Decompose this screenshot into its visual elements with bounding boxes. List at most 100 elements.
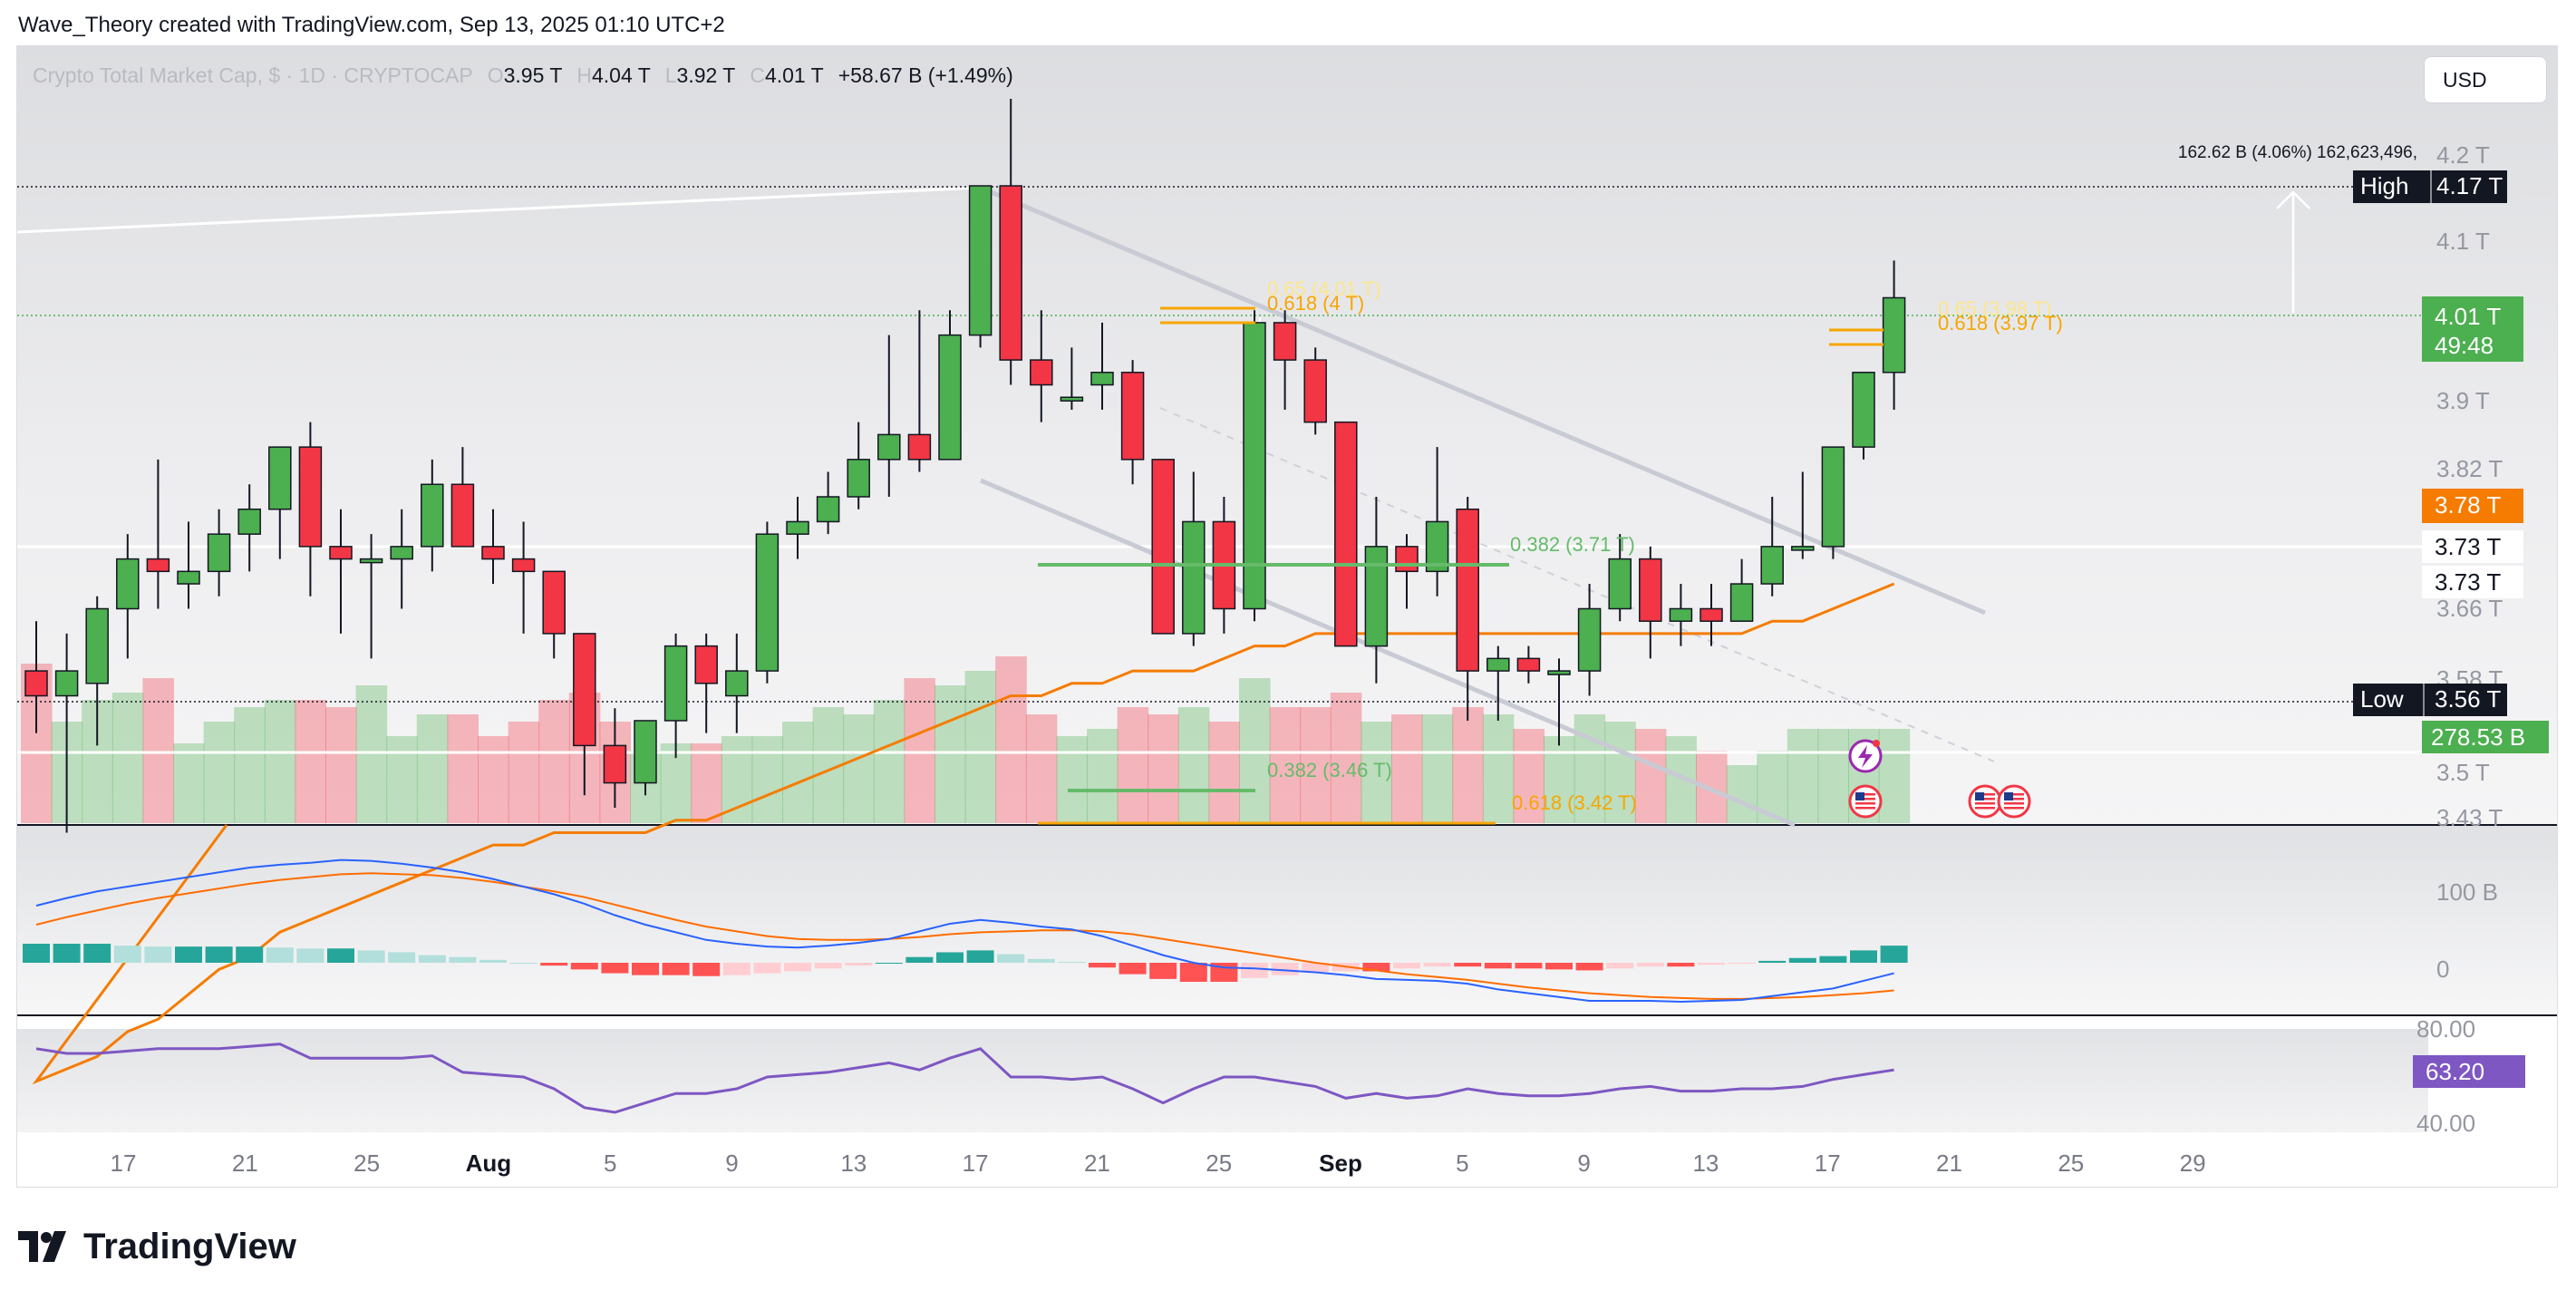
macd-histogram-bar	[784, 963, 811, 972]
macd-histogram-bar	[1545, 963, 1573, 970]
macd-histogram-bar	[632, 963, 659, 975]
legend-symbol: Crypto Total Market Cap, $ · 1D · CRYPTO…	[33, 63, 473, 87]
macd-histogram-bar	[266, 947, 294, 963]
x-axis-tick: 21	[1936, 1150, 1962, 1177]
volume-bar	[1361, 722, 1392, 823]
main-pane-background	[17, 46, 2557, 824]
line-price-label: 3.73 T	[2435, 533, 2501, 560]
tradingview-logo-icon	[18, 1231, 66, 1262]
candle-body	[1456, 508, 1479, 672]
fib-label: 0.65 (3.98 T)	[1938, 297, 2052, 320]
candle-body	[1882, 296, 1906, 374]
candle-body	[786, 520, 809, 535]
candle-body	[24, 670, 48, 697]
candle-body	[390, 546, 413, 560]
candle-body	[1669, 607, 1693, 622]
volume-bar	[1634, 729, 1667, 823]
volume-bar	[1787, 729, 1819, 823]
high-tag-box	[2353, 170, 2507, 203]
volume-bar	[1300, 707, 1332, 823]
us-flag-icon	[1848, 784, 1883, 819]
x-axis-tick: 17	[111, 1150, 137, 1177]
volume-bar	[1239, 678, 1271, 823]
us-flag-icon-canton	[1855, 792, 1864, 800]
candle-body	[1120, 372, 1145, 461]
volume-bar	[1452, 707, 1484, 823]
volume-bar	[355, 685, 388, 823]
volume-bar	[843, 714, 875, 823]
x-axis-tick: 17	[1815, 1150, 1841, 1177]
current-price-box	[2422, 296, 2523, 362]
macd-histogram-bar	[692, 963, 721, 976]
rsi-line	[35, 1043, 1894, 1114]
us-flag-icon-stripe	[1975, 798, 1995, 800]
y-axis-tick: 4.1 T	[2436, 228, 2490, 255]
chart-credit: Wave_Theory created with TradingView.com…	[18, 13, 725, 37]
us-flag-icon-stripe	[1975, 807, 1995, 810]
currency-button[interactable]: USD	[2424, 56, 2547, 103]
candle-body	[938, 334, 962, 461]
candle-body	[755, 533, 780, 672]
tradingview-logo: TradingView	[18, 1226, 296, 1267]
volume-bar	[1726, 765, 1758, 823]
macd-axis-tick: 0	[2436, 956, 2449, 983]
volume-bar	[751, 736, 783, 823]
macd-histogram-bar	[236, 946, 264, 963]
macd-histogram-bar	[1758, 960, 1787, 963]
low-price-label: 3.56 T	[2435, 685, 2501, 713]
macd-histogram-bar	[388, 952, 416, 963]
candle-body	[1608, 558, 1632, 610]
y-axis-tick: 3.43 T	[2436, 804, 2503, 831]
macd-histogram-bar	[753, 963, 781, 974]
rsi-band	[17, 1029, 2428, 1132]
x-axis-tick: 25	[2058, 1150, 2084, 1177]
candle-body	[1090, 372, 1114, 386]
macd-histogram-bar	[113, 946, 141, 963]
x-axis-tick: 21	[232, 1150, 258, 1177]
volume-bar	[325, 707, 357, 823]
candle-body	[207, 533, 231, 573]
volume-bar	[1117, 707, 1149, 823]
measure-arrow-head	[2276, 190, 2310, 209]
x-axis-tick: Aug	[466, 1150, 512, 1177]
macd-pane-background	[17, 826, 2557, 1014]
volume-bar	[782, 722, 814, 823]
macd-histogram-bar	[966, 950, 994, 963]
volume-bar	[1177, 707, 1210, 823]
legend-open-key: O	[487, 63, 504, 87]
fib-label: 0.618 (3.42 T)	[1512, 791, 1637, 814]
measure-label: 162.62 B (4.06%) 162,623,496,	[2178, 143, 2417, 162]
macd-histogram-bar	[327, 948, 354, 963]
macd-histogram-bar	[1423, 963, 1451, 967]
candle-body	[268, 446, 292, 510]
macd-histogram-bar	[509, 963, 537, 964]
candle-body	[1487, 657, 1510, 672]
candle-body	[359, 558, 383, 564]
volume-bar	[721, 736, 753, 823]
volume-bar	[1330, 693, 1362, 823]
ema-price-box	[2422, 489, 2523, 523]
chart-frame	[16, 45, 2558, 1188]
x-axis-tick: 9	[1577, 1150, 1590, 1177]
macd-histogram-bar	[205, 946, 233, 963]
legend-high-key: H	[576, 63, 592, 87]
us-flag-icon-stripe	[1855, 793, 1875, 796]
candle-body	[634, 720, 657, 784]
macd-histogram-bar	[1027, 958, 1055, 963]
x-axis-tick: 17	[963, 1150, 989, 1177]
macd-histogram-bar	[1667, 963, 1695, 967]
macd-histogram-bar	[1362, 963, 1390, 972]
macd-histogram-bar	[1058, 961, 1086, 963]
candle-body	[237, 508, 261, 535]
chart-legend: Crypto Total Market Cap, $ · 1D · CRYPTO…	[33, 63, 1013, 88]
x-axis-tick: 25	[1206, 1150, 1232, 1177]
us-flag-icon-canton	[1975, 792, 1984, 800]
candle-body	[1395, 546, 1419, 573]
us-flag-icon-stripe	[2004, 798, 2024, 800]
macd-line	[35, 859, 1894, 1004]
legend-low: 3.92 T	[676, 63, 735, 87]
us-flag-icon-stripe	[1975, 793, 1995, 796]
candle-body	[1577, 607, 1602, 672]
candle-body	[694, 645, 718, 684]
